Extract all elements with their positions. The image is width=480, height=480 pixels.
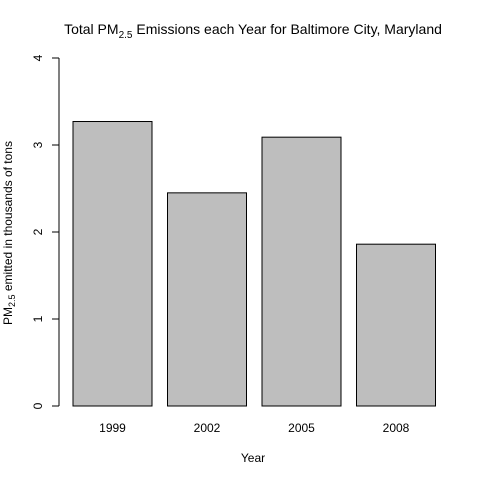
bar-2008	[356, 243, 436, 407]
bar-1999	[72, 121, 153, 407]
x-tick-label: 1999	[99, 421, 126, 435]
y-tick-label: 0	[31, 402, 45, 409]
y-tick-label: 4	[31, 54, 45, 61]
x-axis-label: Year	[241, 451, 265, 465]
x-tick-label: 2008	[383, 421, 410, 435]
bar-2002	[167, 192, 247, 407]
x-tick-label: 2002	[194, 421, 221, 435]
x-tick-labels: 1999 2002 2005 2008	[99, 421, 410, 435]
y-axis-label: PM2.5 emitted in thousands of tons	[1, 141, 17, 325]
y-axis: 0 1 2 3 4	[31, 54, 60, 409]
y-tick-label: 3	[31, 141, 45, 148]
y-tick-label: 1	[31, 315, 45, 322]
bar-2005	[261, 136, 342, 407]
y-tick-label: 2	[31, 228, 45, 235]
chart-title: Total PM2.5 Emissions each Year for Balt…	[64, 21, 442, 41]
bar-series	[72, 121, 436, 407]
x-tick-label: 2005	[288, 421, 315, 435]
